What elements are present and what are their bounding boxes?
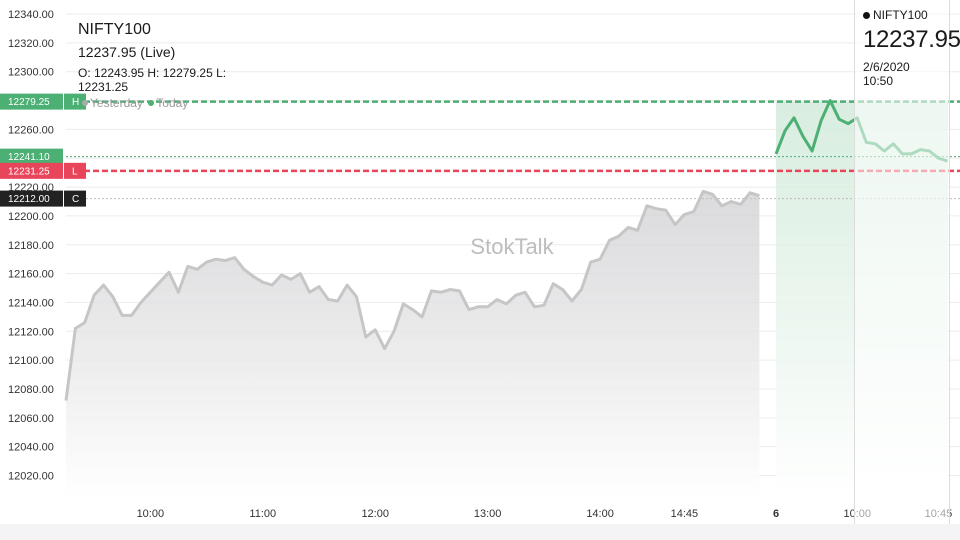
price-tag-letter-box: [64, 190, 86, 207]
crosshair-tooltip: NIFTY100 12237.95 2/6/2020 10:50: [854, 0, 960, 524]
chart-header: NIFTY100 12237.95 (Live) O: 12243.95 H: …: [78, 20, 278, 94]
symbol-title: NIFTY100: [78, 21, 151, 38]
tooltip-price: 12237.95: [863, 26, 960, 53]
price-tag-value: 12212.00: [8, 194, 50, 205]
legend-yesterday-dot: [82, 100, 88, 107]
x-tick-label: 13:00: [474, 508, 502, 520]
y-tick-label: 12100.00: [8, 355, 54, 367]
price-tags: 12279.25 H 12241.10 12231.25 L 12212.00 C: [0, 93, 86, 207]
yesterday-line: [64, 189, 760, 401]
ohlc-summary: O: 12243.95 H: 12279.25 L: 12231.25: [78, 66, 227, 94]
y-tick-label: 12060.00: [8, 413, 54, 425]
x-axis: 10:0011:0012:0013:0014:0014:45610:0010:4…: [137, 508, 953, 520]
y-tick-label: 12200.00: [8, 211, 54, 223]
x-tick-label: 14:45: [671, 508, 699, 520]
price-tag-letter-box: [64, 162, 86, 179]
tooltip-time: 10:50: [863, 74, 894, 88]
yesterday-area: [66, 191, 760, 497]
price-tag-letter: L: [72, 166, 78, 177]
x-tick-label: 6: [773, 508, 779, 520]
y-tick-label: 12140.00: [8, 297, 54, 309]
y-tick-label: 12320.00: [8, 38, 54, 50]
price-tag-value: 12279.25: [8, 97, 50, 108]
price-tag-close: [0, 190, 63, 207]
y-tick-label: 12120.00: [8, 326, 54, 338]
y-tick-label: 12020.00: [8, 471, 54, 483]
price-tag-letter-box: [64, 93, 86, 110]
x-tick-label: 10:00: [137, 508, 165, 520]
tooltip-date: 2/6/2020: [863, 60, 910, 74]
area-fills: [66, 101, 948, 498]
y-tick-label: 12180.00: [8, 240, 54, 252]
y-tick-label: 12080.00: [8, 384, 54, 396]
legend: Yesterday Today: [80, 96, 188, 110]
bullet-icon: [863, 12, 870, 19]
y-axis: 12020.00 12040.00 12060.00 12080.00 12100.00…: [8, 9, 54, 483]
legend-today-dot: [148, 100, 155, 107]
x-tick-label: 12:00: [361, 508, 389, 520]
legend-today-label[interactable]: Today: [156, 96, 189, 110]
price-tag-value: 12231.25: [8, 166, 50, 177]
y-tick-label: 12300.00: [8, 67, 54, 79]
y-tick-label: 12040.00: [8, 442, 54, 454]
x-tick-label: 11:00: [249, 508, 276, 520]
live-price: 12237.95 (Live): [78, 44, 176, 60]
price-tag-mid: [0, 148, 63, 165]
price-tag-value: 12241.10: [8, 152, 50, 163]
price-tag-high: [0, 93, 63, 110]
reference-lines: [66, 100, 960, 200]
watermark: StokTalk: [470, 234, 554, 259]
legend-yesterday-label[interactable]: Yesterday: [90, 96, 143, 110]
tooltip-symbol: NIFTY100: [863, 8, 949, 22]
price-tag-low: [0, 162, 63, 179]
y-tick-label: 12340.00: [8, 9, 54, 21]
price-tag-letter: H: [72, 97, 79, 108]
price-tag-letter: C: [72, 194, 79, 205]
x-tick-label: 14:00: [586, 508, 614, 520]
tooltip-symbol-text: NIFTY100: [873, 8, 928, 22]
y-tick-label: 12160.00: [8, 269, 54, 281]
bottom-strip: [0, 524, 960, 540]
y-tick-label: 12260.00: [8, 124, 54, 136]
